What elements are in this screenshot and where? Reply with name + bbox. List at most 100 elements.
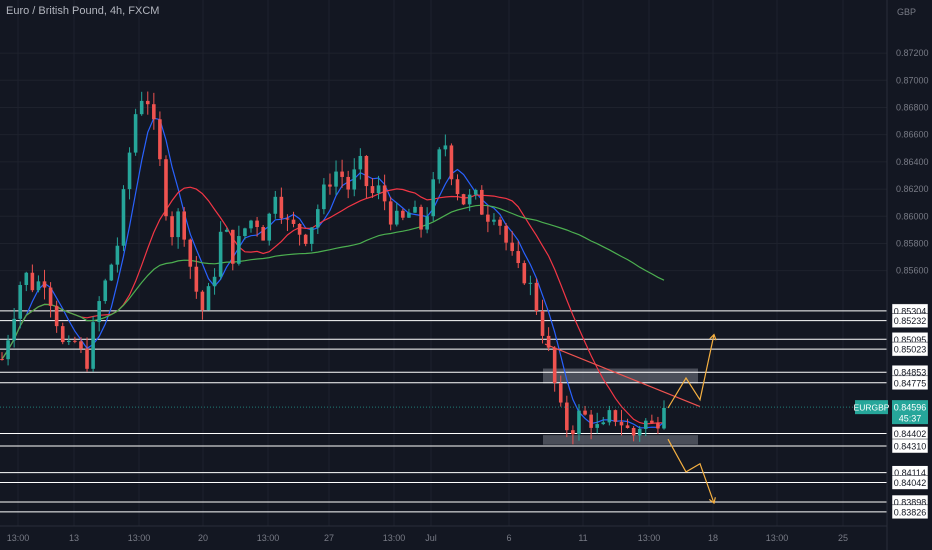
candle-body bbox=[486, 214, 490, 222]
symbol-tag: EURGBP bbox=[854, 403, 890, 413]
candle-body bbox=[613, 410, 618, 422]
candle-body bbox=[194, 266, 199, 292]
level-label-box bbox=[891, 438, 929, 454]
candle-body bbox=[18, 284, 23, 319]
candle-body bbox=[224, 229, 229, 232]
time-tick-label: 13:00 bbox=[128, 533, 151, 543]
candle-body bbox=[540, 311, 545, 336]
candle-body bbox=[419, 206, 423, 230]
candle-body bbox=[394, 210, 399, 225]
horizontal-levels bbox=[0, 310, 887, 513]
candle-body bbox=[431, 179, 436, 217]
level-label: 0.85095 bbox=[894, 335, 927, 345]
time-tick-label: 13:00 bbox=[766, 533, 789, 543]
level-label: 0.83898 bbox=[894, 498, 927, 508]
candle-body bbox=[309, 227, 314, 244]
price-tick-label: 0.87200 bbox=[896, 48, 929, 58]
candle-body bbox=[662, 407, 666, 429]
price-tick-label: 0.86200 bbox=[896, 184, 929, 194]
level-label: 0.84114 bbox=[894, 468, 926, 478]
candle-body bbox=[334, 171, 338, 187]
candle-body bbox=[182, 211, 187, 240]
candle-body bbox=[279, 196, 284, 219]
candle-body bbox=[67, 340, 71, 343]
candle-body bbox=[534, 282, 539, 312]
current-price-label: 0.84596 bbox=[894, 403, 927, 413]
level-label: 0.85232 bbox=[894, 316, 927, 326]
time-tick-label: 6 bbox=[506, 533, 511, 543]
candle-body bbox=[370, 186, 375, 194]
level-label-box bbox=[891, 341, 929, 357]
level-label-box bbox=[891, 504, 929, 520]
candle-body bbox=[364, 155, 369, 187]
level-label: 0.83826 bbox=[894, 507, 927, 517]
moving-averages bbox=[1, 117, 665, 429]
candle-body bbox=[437, 149, 442, 180]
bar-countdown: 45:37 bbox=[899, 414, 922, 424]
candle-body bbox=[237, 236, 241, 264]
candle-body bbox=[230, 229, 235, 264]
moving-average-line bbox=[1, 117, 665, 429]
candle-body bbox=[212, 276, 217, 287]
candle-body bbox=[30, 272, 35, 291]
candle-body bbox=[382, 185, 387, 202]
candle-body bbox=[97, 301, 101, 323]
candle-body bbox=[479, 189, 484, 215]
candle-body bbox=[473, 189, 478, 195]
level-label: 0.84775 bbox=[894, 378, 927, 388]
candle-body bbox=[625, 425, 630, 428]
time-tick-label: 13:00 bbox=[383, 533, 406, 543]
candle-body bbox=[48, 287, 53, 306]
candle-body bbox=[358, 155, 363, 170]
candle-body bbox=[528, 282, 533, 284]
zone-box bbox=[543, 435, 698, 445]
projection-up-arrow bbox=[667, 334, 715, 409]
candle-body bbox=[619, 421, 624, 426]
candle-body bbox=[546, 335, 551, 348]
candle-body bbox=[267, 213, 272, 241]
candle-body bbox=[401, 210, 405, 218]
candle-body bbox=[291, 219, 296, 224]
price-tick-label: 0.87000 bbox=[896, 75, 929, 85]
price-tick-label: 0.86400 bbox=[896, 157, 929, 167]
trend-lines bbox=[544, 343, 701, 408]
candle-body bbox=[388, 201, 393, 225]
candle-body bbox=[352, 169, 357, 190]
time-axis[interactable]: 13:00 13 13:00 20 13:00 27 13:00 Jul 6 11 13:00 18 1… bbox=[7, 533, 848, 543]
candle-body bbox=[145, 100, 150, 105]
time-tick-label: 11 bbox=[578, 533, 587, 543]
candle-body bbox=[316, 209, 320, 228]
candle-body bbox=[328, 184, 332, 187]
level-label: 0.84402 bbox=[894, 429, 927, 439]
level-label: 0.85304 bbox=[894, 306, 927, 316]
symbol-title[interactable]: Euro / British Pound, 4h, FXCM bbox=[6, 5, 160, 17]
candles bbox=[0, 91, 666, 445]
candle-body bbox=[206, 286, 211, 311]
time-tick-label: 27 bbox=[324, 533, 334, 543]
projection-down-arrow bbox=[667, 438, 715, 504]
time-tick-label: 20 bbox=[198, 533, 208, 543]
candle-body bbox=[170, 216, 174, 238]
candle-body bbox=[637, 428, 642, 436]
candle-body bbox=[261, 227, 265, 241]
candle-body bbox=[273, 196, 278, 214]
candle-body bbox=[565, 402, 569, 431]
candle-body bbox=[243, 228, 247, 237]
projection-down-arrow-head bbox=[708, 497, 716, 505]
candle-body bbox=[504, 225, 508, 243]
candle-body bbox=[601, 422, 606, 425]
candle-body bbox=[303, 234, 308, 244]
time-tick-label: 18 bbox=[708, 533, 718, 543]
price-axis[interactable]: 0.87200 0.87000 0.86800 0.86600 0.86400 0.862… bbox=[896, 48, 929, 276]
candle-body bbox=[249, 220, 253, 229]
candle-body bbox=[467, 194, 472, 205]
candle-body bbox=[413, 206, 417, 213]
candle-body bbox=[115, 245, 120, 265]
symbol-tag-box bbox=[855, 400, 888, 415]
candle-body bbox=[595, 424, 599, 428]
currency-label: GBP bbox=[897, 7, 917, 17]
candle-body bbox=[91, 322, 95, 369]
candle-body bbox=[176, 211, 180, 238]
